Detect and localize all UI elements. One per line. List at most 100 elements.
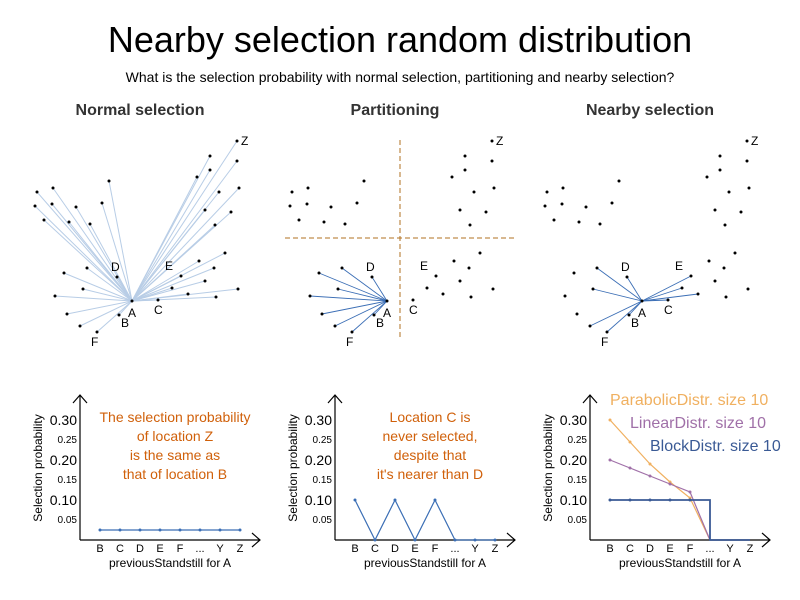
location-point [572,271,576,275]
x-axis-label: previousStandstill for A [109,556,231,570]
x-tick-label: D [391,543,399,555]
annotation-text: despite that [394,447,466,463]
selection-edge [36,191,133,302]
data-point [433,498,437,502]
y-tick-label: 0.25 [313,435,333,446]
data-point [453,538,457,542]
location-point [208,168,212,172]
selection-edge [131,288,239,302]
location-point [214,295,218,299]
location-point [575,312,579,316]
location-point [727,190,731,194]
location-point [186,292,190,296]
selection-edge [54,295,133,302]
x-tick-label: Y [471,543,479,555]
data-point [198,528,202,532]
location-point [747,186,751,190]
location-point [605,330,609,334]
x-tick-label: F [177,543,184,555]
location-point [317,271,321,275]
location-point [100,201,104,205]
location-point [385,299,389,303]
selection-edge [592,288,643,302]
data-point [218,528,222,532]
data-point [98,528,102,532]
x-tick-label: Y [726,543,734,555]
x-axis-label: previousStandstill for A [619,556,741,570]
x-tick-label: B [606,543,613,555]
selection-edge [131,224,216,302]
x-tick-label: E [411,543,418,555]
x-axis-arrow [506,532,516,548]
location-label-F: F [601,335,608,349]
x-tick-label: ... [195,543,204,555]
annotation-text: The selection probability [100,409,251,425]
selection-edge [341,267,388,302]
location-point [713,208,717,212]
selection-edge [131,209,206,302]
location-label-C: C [409,303,418,317]
location-point [452,259,456,263]
selection-edge [75,206,133,302]
location-point [705,175,709,179]
location-point [492,186,496,190]
selection-edge [626,276,643,302]
location-point [598,222,602,226]
selection-edge [641,275,692,302]
location-point [588,324,592,328]
location-point [591,287,595,291]
location-point [355,201,359,205]
location-point [51,186,55,190]
location-point [617,179,621,183]
location-point [739,210,743,214]
location-point [696,292,700,296]
location-label-Z: Z [241,134,248,148]
location-point [170,286,174,290]
selection-edge [63,272,133,302]
x-axis-arrow [251,532,261,548]
location-point [545,190,549,194]
data-point [118,528,122,532]
selection-edge [131,260,200,302]
y-axis-arrow [72,394,88,404]
location-point [746,287,750,291]
location-point [88,222,92,226]
data-point [608,458,612,462]
x-tick-label: E [156,543,163,555]
location-point [689,274,693,278]
data-point [138,528,142,532]
location-point [434,274,438,278]
y-tick-label: 0.15 [568,475,588,486]
location-point [308,294,312,298]
heading-normal: Normal selection [76,102,205,119]
y-tick-label: 0.25 [58,435,78,446]
location-point [484,210,488,214]
location-point [468,223,472,227]
y-tick-label: 0.30 [50,412,77,428]
y-tick-label: 0.20 [50,452,77,468]
x-tick-label: Y [216,543,224,555]
selection-edge [131,280,206,302]
location-point [490,139,494,143]
location-point [463,168,467,172]
location-label-F: F [91,335,98,349]
location-label-C: C [154,303,163,317]
location-label-D: D [621,260,630,274]
y-tick-label: 0.20 [560,452,587,468]
selection-edge [606,300,643,333]
location-point [478,251,482,255]
location-point [213,223,217,227]
location-point [95,330,99,334]
annotation-text: of location Z [137,428,214,444]
location-point [340,266,344,270]
location-point [62,271,66,275]
location-point [197,259,201,263]
selection-edge [43,219,133,302]
data-point [668,482,672,486]
selection-edge [371,276,388,302]
y-axis-arrow [582,394,598,404]
location-point [305,202,309,206]
location-label-D: D [366,260,375,274]
location-point [724,295,728,299]
location-point [372,313,376,317]
